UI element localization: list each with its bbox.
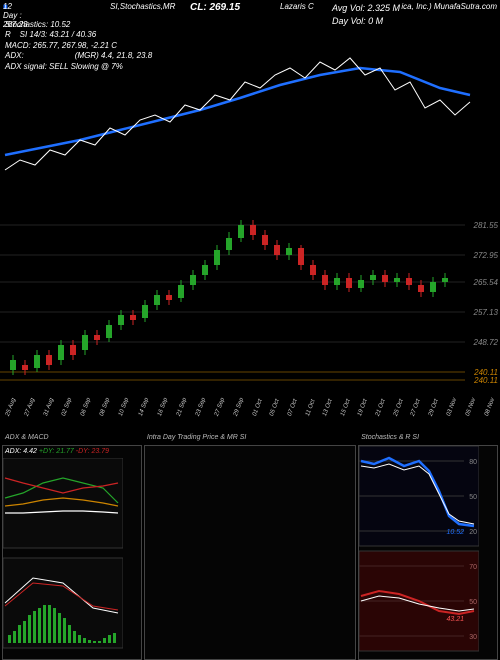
svg-text:257.13: 257.13	[473, 308, 499, 317]
adx-stat: ADX: 4.42 +DY: 21.77 -DY: 23.79	[5, 448, 109, 455]
svg-text:80: 80	[469, 459, 477, 466]
svg-text:50: 50	[469, 599, 477, 606]
svg-text:50: 50	[469, 494, 477, 501]
header-label-2: SI,Stochastics,MR	[110, 2, 175, 11]
source-label: ica, Inc.) MunafaSutra.com	[401, 2, 497, 11]
svg-text:265.54: 265.54	[473, 278, 499, 287]
close-price: CL: 269.15	[190, 2, 240, 13]
intraday-panel: Intra Day Trading Price & MR SI	[144, 445, 356, 660]
sub-panels: ADX & MACD ADX: 4.42 +DY: 21.77 -DY: 23.…	[0, 445, 500, 660]
svg-text:248.72: 248.72	[473, 338, 499, 347]
svg-text:281.55: 281.55	[473, 221, 499, 230]
svg-text:43.21: 43.21	[447, 616, 465, 623]
svg-text:70: 70	[469, 564, 477, 571]
svg-text:272.95: 272.95	[473, 251, 499, 260]
adx-macd-panel: ADX & MACD ADX: 4.42 +DY: 21.77 -DY: 23.…	[2, 445, 142, 660]
main-price-chart: 281.55272.95265.54257.13248.72240.11240.…	[0, 20, 500, 400]
svg-text:30: 30	[469, 634, 477, 641]
stochastics-panel: Stochastics & R SI 80502010.5270503043.2…	[358, 445, 498, 660]
avg-vol: Avg Vol: 2.325 M	[332, 2, 400, 15]
svg-text:20: 20	[469, 529, 477, 536]
header-label-4: Lazaris C	[280, 2, 314, 11]
header-bar: ■ 12 Day : 267.23 SI,Stochastics,MR CL: …	[0, 0, 500, 20]
svg-text:240.11: 240.11	[473, 376, 498, 385]
svg-text:10.52: 10.52	[447, 529, 465, 536]
